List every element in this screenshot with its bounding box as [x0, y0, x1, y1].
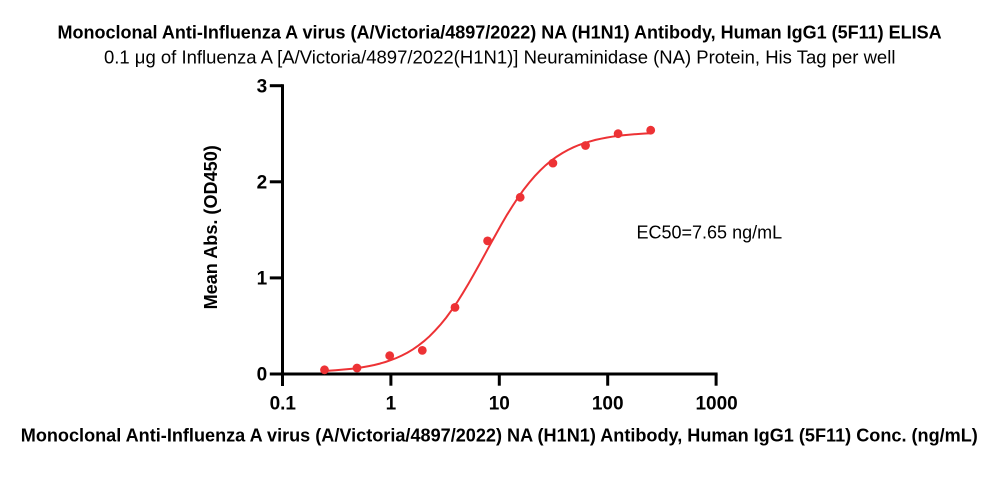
svg-text:Monoclonal Anti-Influenza A vi: Monoclonal Anti-Influenza A virus (A/Vic… — [58, 22, 942, 42]
svg-text:0.1 μg of Influenza A [A/Victo: 0.1 μg of Influenza A [A/Victoria/4897/2… — [104, 47, 896, 68]
svg-text:2: 2 — [257, 173, 268, 194]
svg-text:10: 10 — [489, 394, 510, 415]
svg-text:3: 3 — [257, 76, 268, 97]
svg-text:Monoclonal Anti-Influenza A vi: Monoclonal Anti-Influenza A virus (A/Vic… — [21, 425, 978, 445]
svg-text:0: 0 — [257, 365, 268, 386]
svg-text:1000: 1000 — [695, 394, 737, 415]
svg-text:100: 100 — [592, 394, 624, 415]
svg-text:EC50=7.65 ng/mL: EC50=7.65 ng/mL — [637, 223, 783, 243]
svg-text:Mean Abs. (OD450): Mean Abs. (OD450) — [201, 145, 221, 309]
svg-text:0.1: 0.1 — [270, 394, 297, 415]
svg-text:1: 1 — [386, 394, 397, 415]
svg-text:1: 1 — [257, 269, 268, 290]
